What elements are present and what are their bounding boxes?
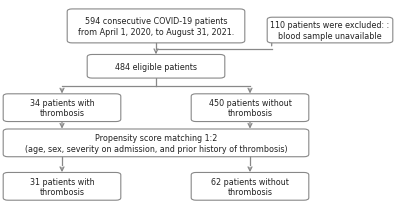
Text: 31 patients with
thrombosis: 31 patients with thrombosis	[30, 177, 94, 196]
Text: Propensity score matching 1:2
(age, sex, severity on admission, and prior histor: Propensity score matching 1:2 (age, sex,…	[25, 133, 287, 153]
Text: 594 consecutive COVID-19 patients
from April 1, 2020, to August 31, 2021.: 594 consecutive COVID-19 patients from A…	[78, 17, 234, 36]
FancyBboxPatch shape	[3, 173, 121, 200]
FancyBboxPatch shape	[87, 55, 225, 79]
FancyBboxPatch shape	[191, 173, 309, 200]
Text: 62 patients without
thrombosis: 62 patients without thrombosis	[211, 177, 289, 196]
Text: 110 patients were excluded: :
blood sample unavailable: 110 patients were excluded: : blood samp…	[270, 21, 390, 41]
FancyBboxPatch shape	[67, 10, 245, 44]
Text: 34 patients with
thrombosis: 34 patients with thrombosis	[30, 98, 94, 118]
FancyBboxPatch shape	[191, 94, 309, 122]
Text: 450 patients without
thrombosis: 450 patients without thrombosis	[208, 98, 292, 118]
FancyBboxPatch shape	[3, 94, 121, 122]
FancyBboxPatch shape	[3, 129, 309, 157]
FancyBboxPatch shape	[267, 18, 393, 44]
Text: 484 eligible patients: 484 eligible patients	[115, 62, 197, 71]
